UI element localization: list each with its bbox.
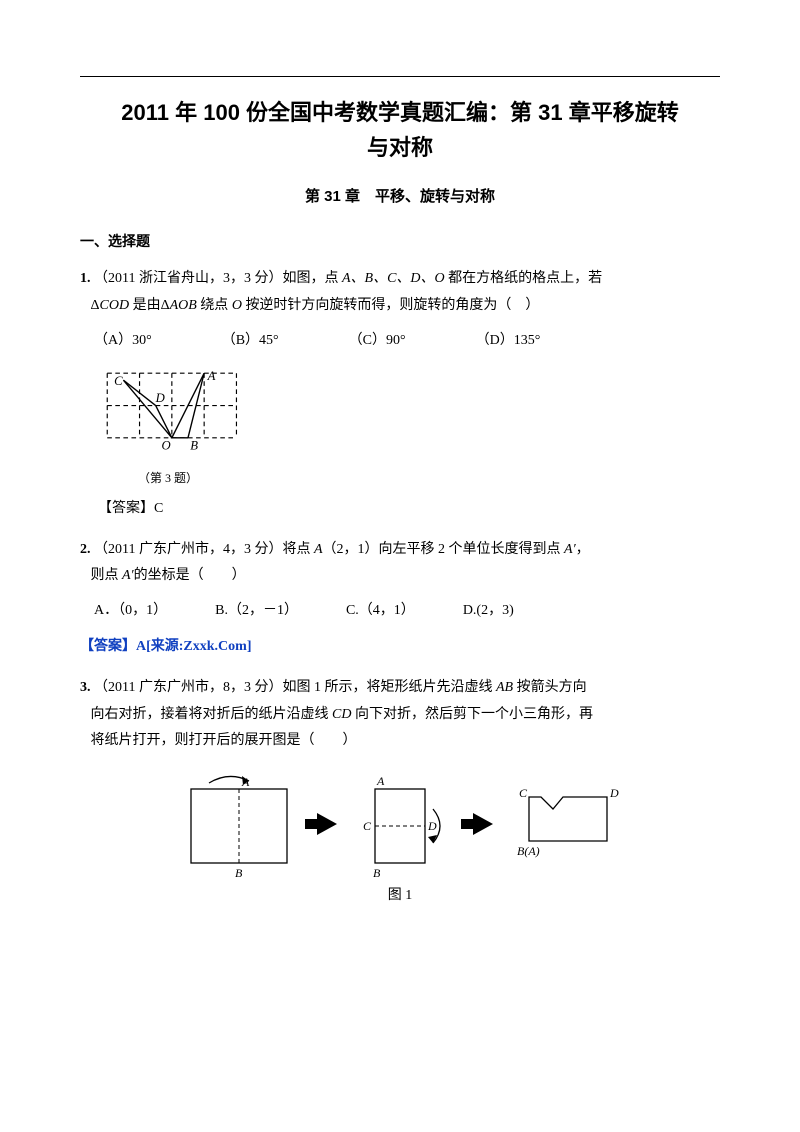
q1-label-o: O <box>161 439 170 453</box>
q1-points: A、B、C、D、O <box>342 271 445 286</box>
q3-p2-c: C <box>363 819 372 833</box>
q2-line2b: 的坐标是（ ） <box>134 568 246 583</box>
q1-label-c: C <box>114 374 123 388</box>
q2-text-a: （2011 广东广州市，4，3 分）将点 <box>94 542 314 557</box>
q2-answer: 【答案】A[来源:Zxxk.Com] <box>80 634 720 661</box>
q1-opt-d: （D）135° <box>476 328 541 355</box>
q3-p3-c: C <box>519 786 528 800</box>
q1-figure: C A D O B （第 3 题） <box>98 364 720 490</box>
q1-tri2: AOB <box>170 298 197 313</box>
q2-opt-a: A．（0，1） <box>94 598 167 625</box>
q3-p2-b: B <box>373 866 381 879</box>
q3-panel-3: C D B(A) <box>511 779 621 869</box>
q3-p3-ba: B(A) <box>517 844 540 858</box>
q1-caption: （第 3 题） <box>98 467 238 490</box>
chapter-subtitle: 第 31 章 平移、旋转与对称 <box>80 183 720 212</box>
q1-opt-c: （C）90° <box>349 328 406 355</box>
top-rule <box>80 76 720 77</box>
arrow-icon <box>473 813 493 835</box>
q1-number: 1. <box>80 271 91 286</box>
q3-p1-a: A <box>241 775 250 789</box>
title-line-1: 2011 年 100 份全国中考数学真题汇编：第 31 章平移旋转 <box>121 100 678 125</box>
q2-text-c: ， <box>576 542 590 557</box>
q3-p2-a: A <box>376 774 385 788</box>
q3-panel-1: A B <box>179 769 299 879</box>
page-title: 2011 年 100 份全国中考数学真题汇编：第 31 章平移旋转 与对称 <box>80 95 720 165</box>
q3-number: 3. <box>80 680 91 695</box>
q1-text-d: 绕点 <box>197 298 232 313</box>
q3-caption: 图 1 <box>80 883 720 910</box>
arrow-icon <box>317 813 337 835</box>
q3-panel-2: A C D B <box>355 769 455 879</box>
q3-text-b: 按箭头方向 <box>513 680 587 695</box>
q3-p3-d: D <box>609 786 619 800</box>
q1-opt-a: （A）30° <box>94 328 152 355</box>
q1-label-b: B <box>190 439 198 453</box>
q1-pt-o: O <box>232 298 242 313</box>
q2-number: 2. <box>80 542 91 557</box>
q3-p2-d: D <box>427 819 437 833</box>
q1-text-c: 是由Δ <box>129 298 170 313</box>
q2-coord-a: （2，1） <box>323 542 379 557</box>
q1-answer: 【答案】C <box>98 496 720 523</box>
q1-options: （A）30° （B）45° （C）90° （D）135° <box>94 328 720 355</box>
q3-ab: AB <box>496 680 513 695</box>
q1-text-e: 按逆时针方向旋转而得，则旋转的角度为（ ） <box>242 298 540 313</box>
q3-figure-row: A B A C D B C D B(A) <box>80 769 720 879</box>
q1-tri1: COD <box>100 298 130 313</box>
question-3: 3. （2011 广东广州市，8，3 分）如图 1 所示，将矩形纸片先沿虚线 A… <box>80 675 720 755</box>
q2-line2a: 则点 <box>91 568 123 583</box>
q2-pt-ap: A′ <box>564 542 576 557</box>
q3-text-a: （2011 广东广州市，8，3 分）如图 1 所示，将矩形纸片先沿虚线 <box>94 680 496 695</box>
section-heading: 一、选择题 <box>80 230 720 257</box>
q2-options: A．（0，1） B.（2，－1） C.（4，1） D.(2，3) <box>94 598 720 625</box>
q1-delta1: Δ <box>91 298 100 313</box>
q1-text-b: 都在方格纸的格点上，若 <box>445 271 603 286</box>
title-line-2: 与对称 <box>367 135 433 160</box>
q1-text-a: （2011 浙江省舟山，3，3 分）如图，点 <box>94 271 342 286</box>
q2-text-b: 向左平移 2 个单位长度得到点 <box>379 542 565 557</box>
q3-cd: CD <box>332 707 351 722</box>
q3-p1-b: B <box>235 866 243 879</box>
question-1: 1. （2011 浙江省舟山，3，3 分）如图，点 A、B、C、D、O 都在方格… <box>80 266 720 319</box>
q3-line2b: 向下对折，然后剪下一个小三角形，再 <box>351 707 593 722</box>
q1-grid-svg: C A D O B <box>98 364 248 456</box>
q2-pt-ap2: A′ <box>122 568 134 583</box>
question-2: 2. （2011 广东广州市，4，3 分）将点 A（2，1）向左平移 2 个单位… <box>80 537 720 590</box>
q1-label-a: A <box>207 369 216 383</box>
q2-opt-b: B.（2，－1） <box>215 598 298 625</box>
q2-opt-d: D.(2，3) <box>463 598 514 625</box>
q2-opt-c: C.（4，1） <box>346 598 415 625</box>
q3-line2a: 向右对折，接着将对折后的纸片沿虚线 <box>91 707 333 722</box>
q1-label-d: D <box>155 391 165 405</box>
q3-line3: 将纸片打开，则打开后的展开图是（ ） <box>91 733 357 748</box>
q2-pt-a: A <box>314 542 323 557</box>
q1-opt-b: （B）45° <box>222 328 279 355</box>
